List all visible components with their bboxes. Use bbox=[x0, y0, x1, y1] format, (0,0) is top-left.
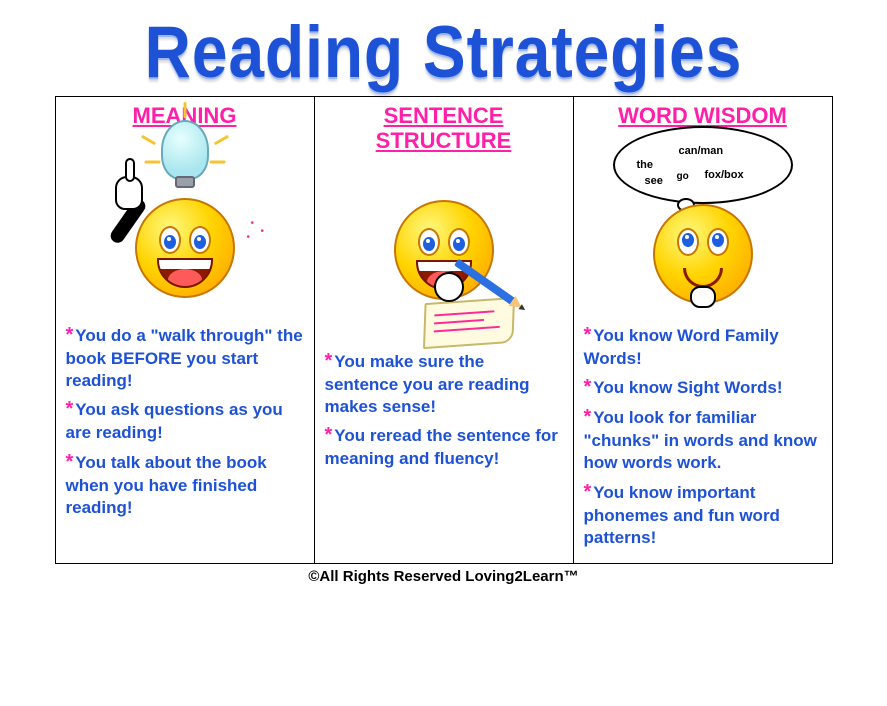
column-meaning: MEANING bbox=[56, 97, 315, 563]
star-icon: * bbox=[584, 376, 592, 398]
bullet-item: *You know Sight Words! bbox=[584, 374, 822, 400]
star-icon: * bbox=[325, 424, 333, 446]
star-icon: * bbox=[584, 406, 592, 428]
strategies-table: MEANING bbox=[55, 96, 833, 564]
page-title: Reading Strategies bbox=[0, 0, 887, 103]
paper-icon bbox=[422, 297, 514, 349]
bullet-item: *You know Word Family Words! bbox=[584, 322, 822, 370]
bullet-text: You know important phonemes and fun word… bbox=[584, 483, 780, 547]
thought-bubble-icon: the see go can/man fox/box bbox=[613, 126, 793, 204]
thought-word: the bbox=[637, 160, 654, 171]
bullet-list: *You make sure the sentence you are read… bbox=[325, 348, 563, 474]
lightbulb-icon bbox=[161, 120, 209, 180]
bullet-item: *You reread the sentence for meaning and… bbox=[325, 422, 563, 470]
thought-word: go bbox=[677, 172, 689, 182]
star-icon: * bbox=[66, 324, 74, 346]
illustration-thinking: the see go can/man fox/box bbox=[584, 134, 822, 314]
bullet-text: You make sure the sentence you are readi… bbox=[325, 352, 530, 416]
hand-icon bbox=[434, 272, 464, 302]
smiley-face-icon: • • • bbox=[135, 198, 235, 298]
thought-word: see bbox=[645, 176, 663, 187]
bullet-text: You ask questions as you are reading! bbox=[66, 400, 283, 442]
bullet-item: *You talk about the book when you have f… bbox=[66, 449, 304, 519]
thought-word: fox/box bbox=[705, 170, 744, 181]
bullet-item: *You do a "walk through" the book BEFORE… bbox=[66, 322, 304, 392]
bullet-item: *You look for familiar "chunks" in words… bbox=[584, 404, 822, 474]
bullet-item: *You make sure the sentence you are read… bbox=[325, 348, 563, 418]
bullet-text: You know Sight Words! bbox=[593, 378, 782, 397]
bullet-text: You do a "walk through" the book BEFORE … bbox=[66, 326, 303, 390]
column-heading: SENTENCE STRUCTURE bbox=[325, 103, 563, 154]
star-icon: * bbox=[584, 481, 592, 503]
column-heading: WORD WISDOM bbox=[584, 103, 822, 128]
bullet-text: You know Word Family Words! bbox=[584, 326, 779, 368]
illustration-idea: • • • bbox=[66, 134, 304, 314]
column-sentence-structure: SENTENCE STRUCTURE *You make sure the se… bbox=[315, 97, 574, 563]
pointing-hand-icon bbox=[97, 178, 157, 238]
bullet-text: You look for familiar "chunks" in words … bbox=[584, 408, 817, 472]
star-icon: * bbox=[584, 324, 592, 346]
bullet-item: *You know important phonemes and fun wor… bbox=[584, 479, 822, 549]
hand-icon bbox=[690, 286, 716, 308]
star-icon: * bbox=[66, 398, 74, 420]
thought-word: can/man bbox=[679, 146, 724, 157]
bullet-list: *You know Word Family Words! *You know S… bbox=[584, 322, 822, 552]
smiley-face-icon bbox=[653, 204, 753, 304]
bullet-text: You talk about the book when you have fi… bbox=[66, 453, 267, 517]
bullet-item: *You ask questions as you are reading! bbox=[66, 396, 304, 444]
column-word-wisdom: WORD WISDOM the see go can/man fox/box bbox=[574, 97, 832, 563]
bullet-list: *You do a "walk through" the book BEFORE… bbox=[66, 322, 304, 522]
star-icon: * bbox=[66, 451, 74, 473]
copyright-text: ©All Rights Reserved Loving2Learn™ bbox=[0, 568, 887, 585]
star-icon: * bbox=[325, 350, 333, 372]
illustration-writing bbox=[325, 160, 563, 340]
bullet-text: You reread the sentence for meaning and … bbox=[325, 426, 558, 468]
